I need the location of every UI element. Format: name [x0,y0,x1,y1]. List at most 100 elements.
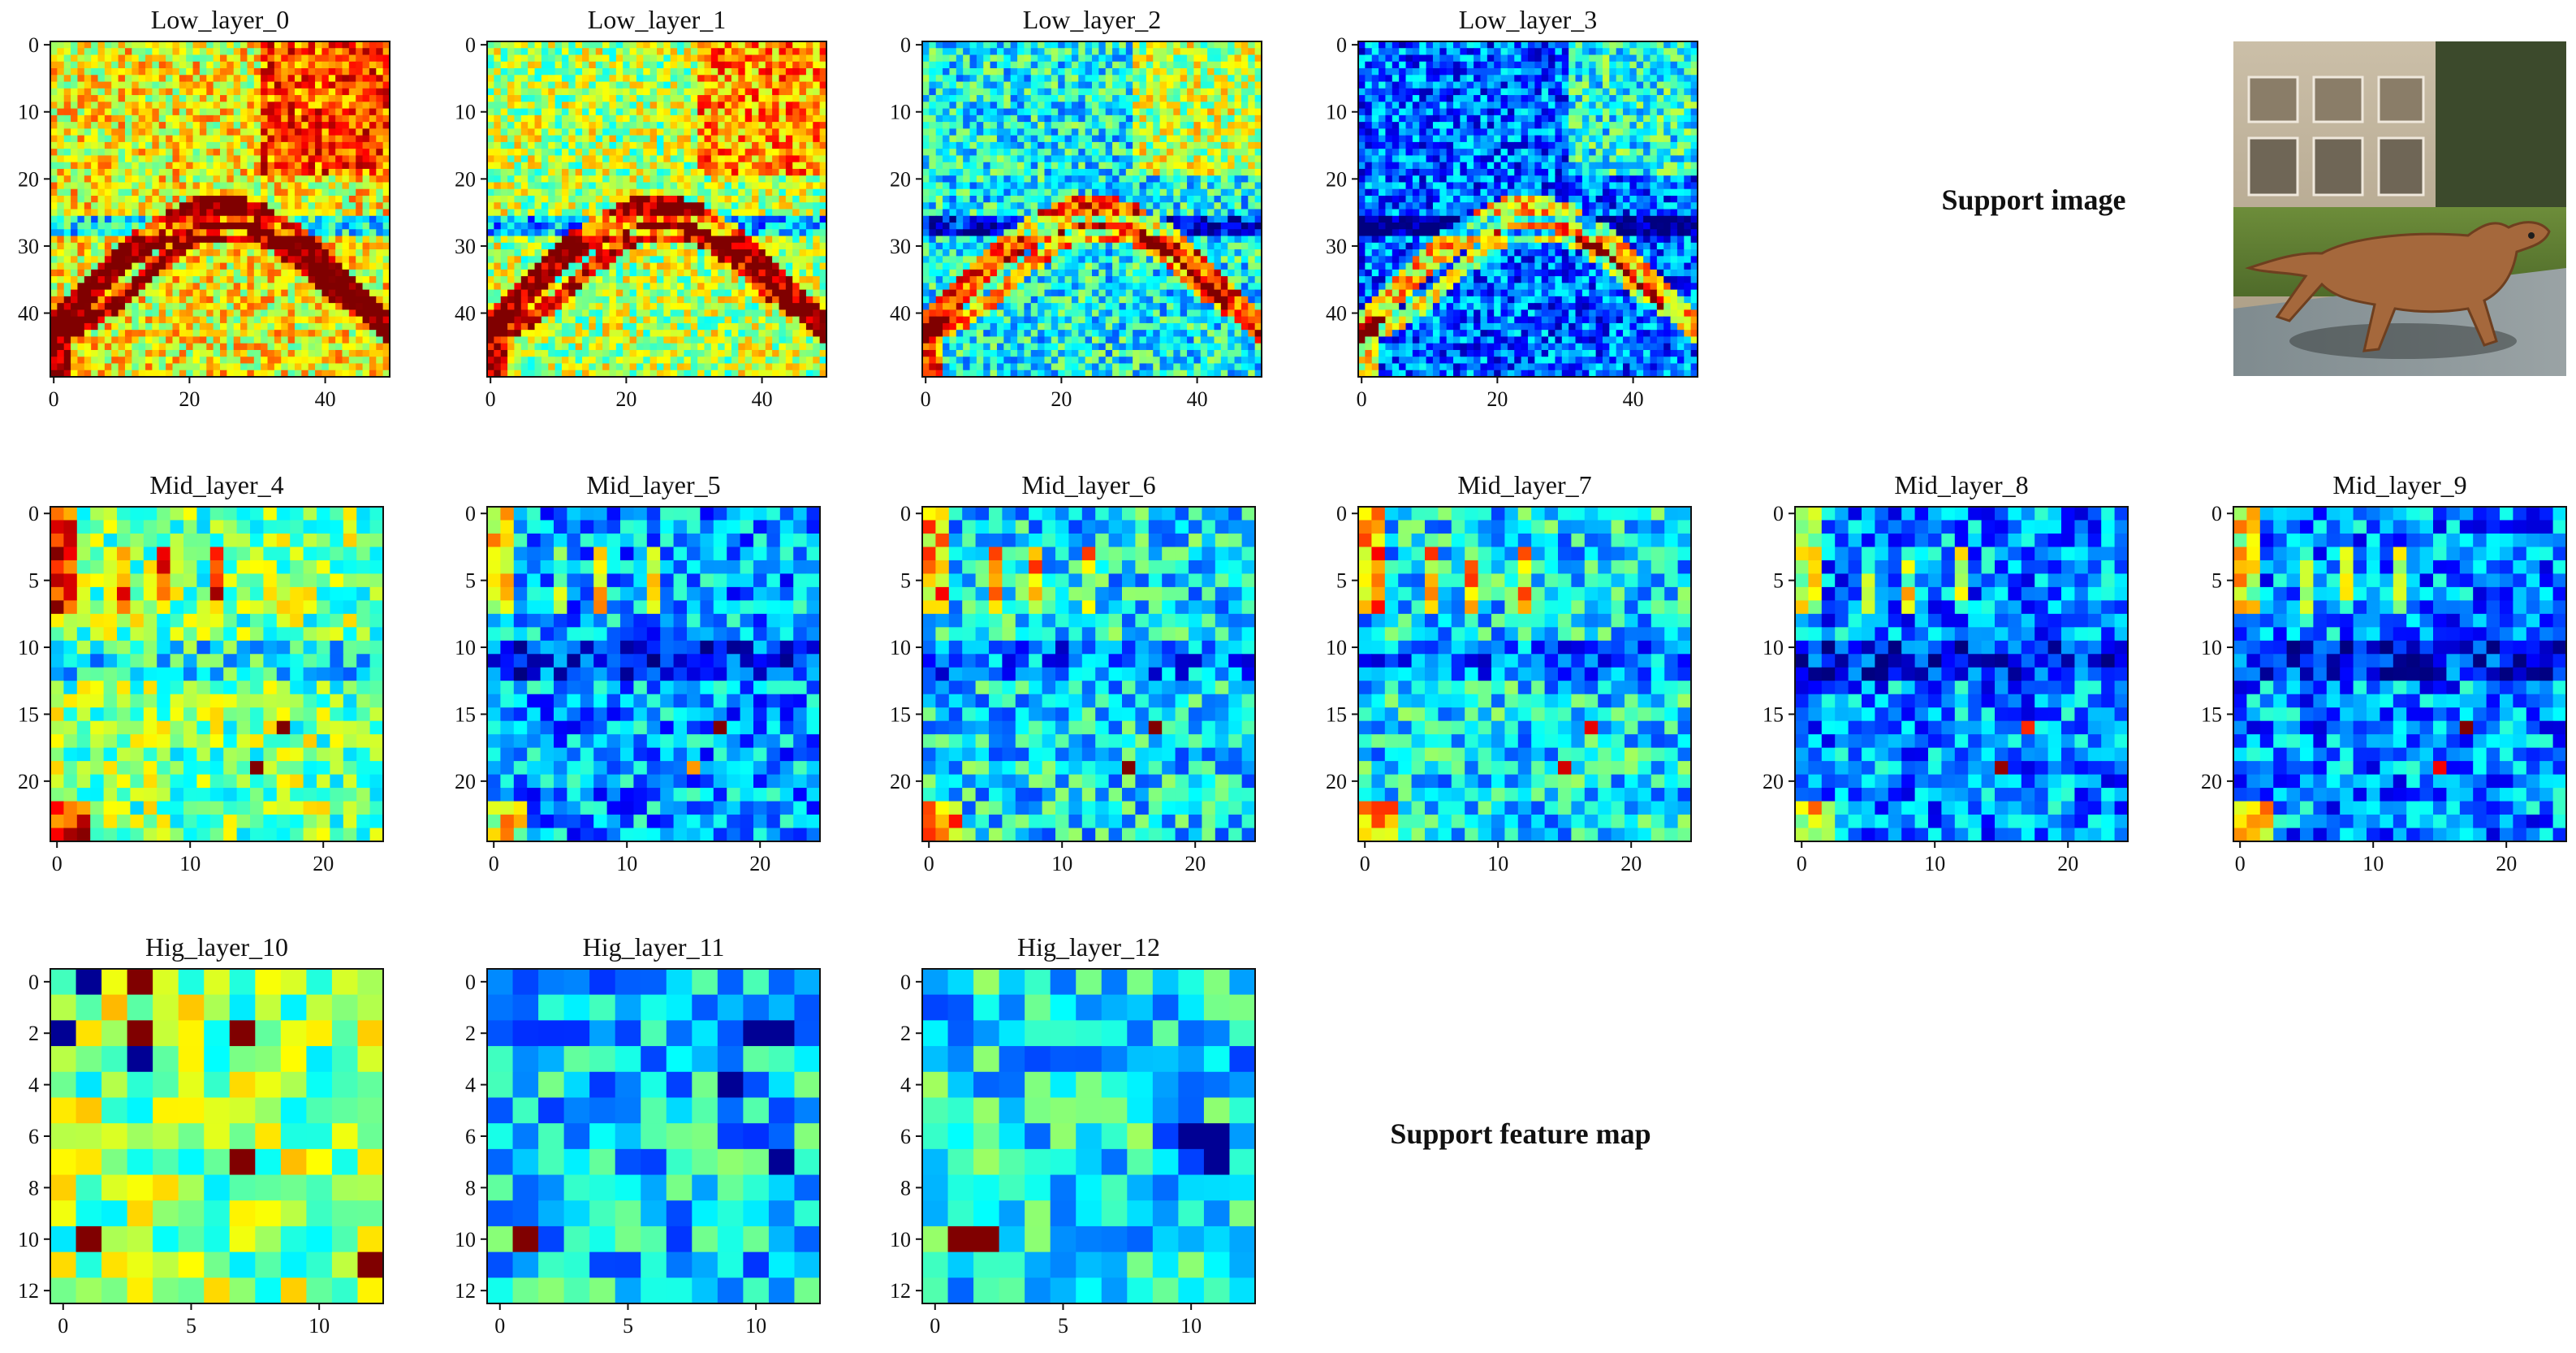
heatmap-cell [554,303,563,310]
heatmap-cell [111,322,119,331]
heatmap-cell [657,81,664,89]
heatmap-cell [758,202,766,210]
heatmap-cell [253,128,261,136]
heatmap-cell [294,343,302,351]
heatmap-cell [589,316,597,324]
heatmap-cell [274,242,282,250]
heatmap-cell [233,256,241,264]
heatmap-cell [57,95,65,102]
heatmap-cell [805,182,813,190]
heatmap-cell [541,215,549,223]
heatmap-cell [132,296,140,304]
heatmap-cell [71,249,79,257]
heatmap-cell [663,363,671,371]
heatmap-cell [267,135,275,143]
heatmap-cell [500,322,508,331]
heatmap-cell [724,141,732,149]
heatmap-cell [643,141,651,149]
heatmap-cell [111,168,119,176]
heatmap-cell [649,168,658,176]
heatmap-cell [145,296,153,304]
heatmap-cell [548,41,556,49]
heatmap-cell [772,215,780,223]
heatmap-cell [752,81,759,89]
heatmap-cell [145,249,153,257]
heatmap-cell [166,363,174,371]
heatmap-cell [500,269,508,277]
heatmap-cell [77,229,85,237]
heatmap-cell [724,41,732,49]
heatmap-cell [71,296,79,304]
heatmap-cell [554,182,563,190]
heatmap-cell [376,202,384,210]
heatmap-cell [657,223,664,230]
heatmap-cell [514,202,522,210]
heatmap-cell [261,223,269,230]
heatmap-cell [220,269,227,277]
heatmap-cell [724,229,732,237]
heatmap-cell [534,115,542,123]
heatmap-cell [710,215,718,223]
heatmap-cell [568,296,576,304]
heatmap-cell [494,155,502,163]
heatmap-cell [172,155,180,163]
heatmap-cell [528,88,536,96]
heatmap-cell [369,229,377,237]
heatmap-cell [166,175,174,184]
heatmap-cell [362,303,370,310]
heatmap-cell [172,141,180,149]
heatmap-cell [534,357,542,365]
heatmap-cell [206,322,214,331]
heatmap-cell [77,303,85,310]
heatmap-cell [348,68,356,76]
heatmap-cell [213,242,221,250]
heatmap-cell [287,168,296,176]
heatmap-cell [294,61,302,69]
heatmap-cell [657,88,664,96]
heatmap-cell [104,296,112,304]
heatmap-cell [315,41,322,49]
heatmap-cell [240,88,248,96]
heatmap-cell [97,322,106,331]
heatmap-cell [382,75,390,83]
heatmap-cell [670,229,678,237]
heatmap-cell [227,303,235,310]
heatmap-cell [785,303,793,310]
heatmap-cell [704,122,712,129]
heatmap-cell [132,370,140,378]
heatmap-cell [595,41,603,49]
heatmap-cell [615,343,624,351]
heatmap-cell [541,269,549,277]
heatmap-cell [554,349,563,357]
heatmap-cell [744,68,753,76]
heatmap-cell [568,95,576,102]
heatmap-cell [247,269,255,277]
heatmap-cell [649,223,658,230]
heatmap-cell [274,370,282,378]
heatmap-cell [636,289,644,297]
heatmap-cell [362,370,370,378]
heatmap-cell [684,75,692,83]
heatmap-cell [111,262,119,270]
heatmap-cell [233,75,241,83]
heatmap-cell [561,256,569,264]
heatmap-cell [287,349,296,357]
heatmap-cell [287,309,296,318]
heatmap-cell [677,256,685,264]
heatmap-cell [500,357,508,365]
heatmap-cell [677,309,685,318]
heatmap-cell [199,303,207,310]
heatmap-cell [589,195,597,203]
heatmap-cell [799,303,807,310]
heatmap-cell [487,249,494,257]
heatmap-cell [595,316,603,324]
heatmap-cell [342,249,350,257]
heatmap-cell [342,102,350,110]
heatmap-cell [335,349,343,357]
heatmap-cell [629,229,637,237]
heatmap-cell [227,357,235,365]
heatmap-cell [342,41,350,49]
heatmap-cell [145,363,153,371]
heatmap-cell [602,296,611,304]
heatmap-cell [97,276,106,283]
